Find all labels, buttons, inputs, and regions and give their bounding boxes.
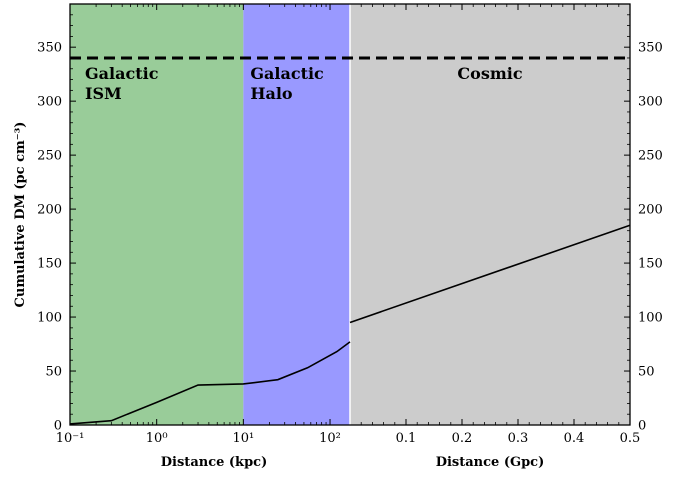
x-tick-label-gpc: 0.5 (620, 431, 641, 446)
region-label-line: Halo (250, 84, 293, 103)
region-label-line: Galactic (250, 64, 324, 83)
y-tick-label-left: 200 (37, 203, 62, 218)
region-label-line: Cosmic (457, 64, 522, 83)
region-label-0: Galactic ISM (85, 64, 159, 103)
y-tick-label-left: 100 (37, 311, 62, 326)
region-2 (350, 4, 630, 425)
y-tick-label-left: 350 (37, 41, 62, 56)
y-tick-label-right: 300 (638, 95, 663, 110)
x-tick-label-kpc: 10² (319, 431, 341, 446)
axis-tick-labels: 0 0 50 50 100 100 150 150 200 200 250 250 300 300 350 3… (37, 41, 663, 446)
x-tick-label-kpc: 10⁰ (146, 431, 168, 446)
x-axis-title-gpc: Distance (Gpc) (436, 455, 545, 470)
y-tick-label-left: 300 (37, 95, 62, 110)
y-tick-label-left: 250 (37, 149, 62, 164)
series-line-0 (69, 341, 351, 425)
y-tick-label-right: 150 (638, 257, 663, 272)
x-tick-label-gpc: 0.4 (564, 431, 585, 446)
region-label-2: Cosmic (457, 64, 522, 83)
y-tick-label-left: 0 (54, 419, 62, 434)
x-tick-label-gpc: 0.3 (508, 431, 529, 446)
data-series (69, 224, 631, 425)
x-tick-label-gpc: 0.1 (396, 431, 417, 446)
x-tick-label-kpc: 10¹ (232, 431, 254, 446)
region-label-line: Galactic (85, 64, 159, 83)
region-label-line: ISM (85, 84, 122, 103)
plot-frame (69, 3, 631, 426)
series-line-1 (349, 224, 631, 324)
y-axis-title: Cumulative DM (pc cm⁻³) (13, 122, 28, 308)
y-tick-label-right: 250 (638, 149, 663, 164)
x-tick-label-gpc: 0.2 (452, 431, 473, 446)
background-regions (70, 4, 630, 425)
region-0 (70, 4, 244, 425)
y-tick-label-right: 200 (638, 203, 663, 218)
y-tick-label-right: 50 (638, 365, 655, 380)
y-tick-label-left: 50 (45, 365, 62, 380)
axis-ticks (69, 3, 631, 426)
region-label-1: Galactic Halo (250, 64, 324, 103)
y-tick-label-left: 150 (37, 257, 62, 272)
y-tick-label-right: 0 (638, 419, 646, 434)
y-tick-label-right: 350 (638, 41, 663, 56)
y-tick-label-right: 100 (638, 311, 663, 326)
x-tick-label-kpc: 10⁻¹ (56, 431, 85, 446)
x-axis-title-kpc: Distance (kpc) (161, 455, 267, 470)
